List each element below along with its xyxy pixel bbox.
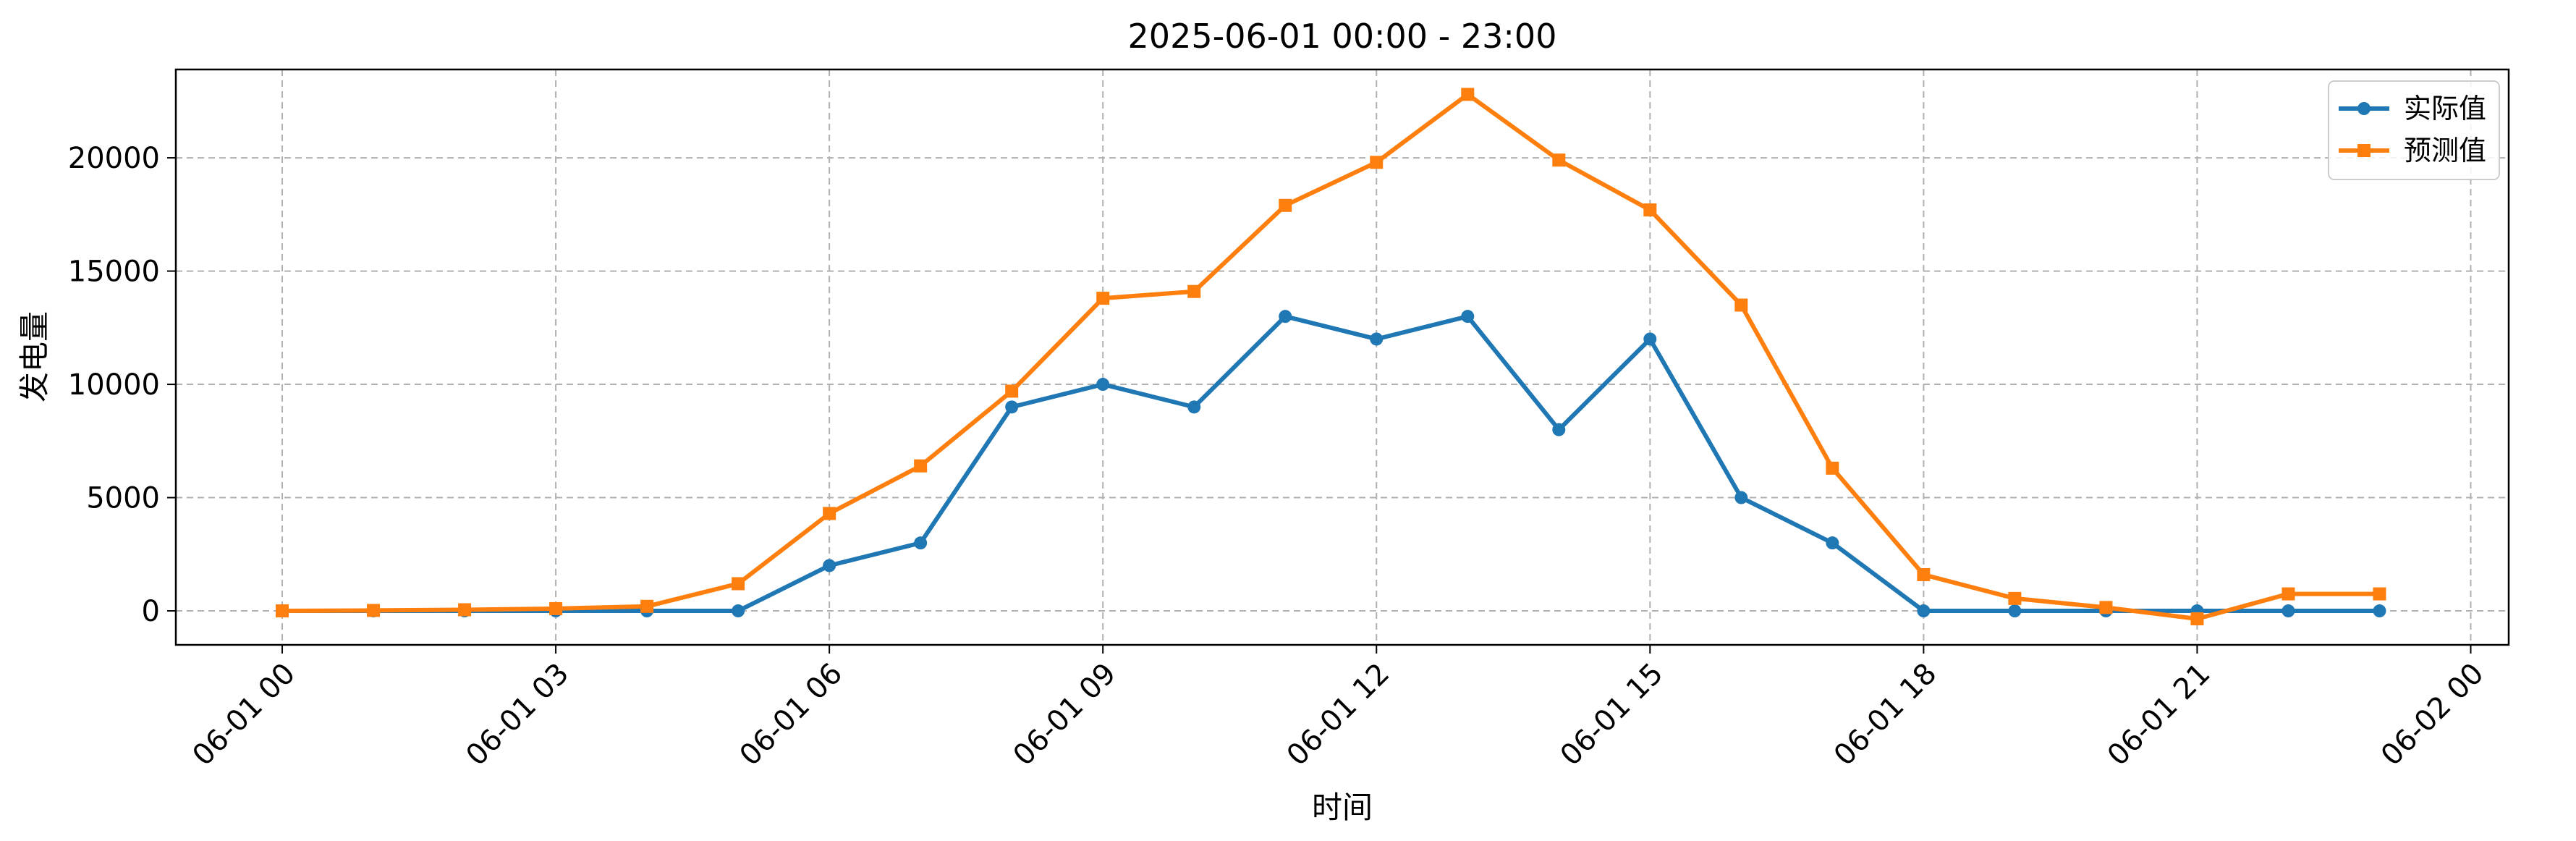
series-0-point — [1826, 536, 1839, 550]
legend-label-0: 实际值 — [2404, 93, 2486, 124]
series-1-point — [549, 601, 563, 615]
series-1-point — [1096, 292, 1110, 305]
series-1-point — [2373, 587, 2386, 601]
series-1-point — [823, 507, 836, 520]
series-0-point — [732, 604, 745, 618]
series-0-point — [1187, 400, 1201, 414]
series-1-point — [2099, 601, 2113, 614]
series-0-point — [1005, 400, 1019, 414]
series-1-point — [1643, 203, 1657, 217]
series-line-1 — [282, 92, 2380, 622]
legend-box — [2328, 80, 2500, 180]
y-tick-label: 15000 — [68, 255, 160, 289]
series-1-point — [640, 599, 654, 613]
x-tick-label: 06-01 18 — [1828, 657, 1944, 773]
y-tick-label: 20000 — [68, 142, 160, 175]
series-1-point — [914, 459, 928, 473]
series-1-point — [1917, 567, 1931, 581]
x-tick-label: 06-01 12 — [1281, 657, 1397, 773]
series-1-point — [1734, 298, 1748, 312]
series-0-point — [2281, 604, 2295, 618]
x-tick-label: 06-01 03 — [459, 657, 575, 773]
series-1-point — [1461, 88, 1475, 101]
x-tick-label: 06-01 06 — [734, 657, 850, 773]
series-1-point — [732, 577, 745, 591]
y-tick-label: 10000 — [68, 368, 160, 402]
series-1-point — [1826, 461, 1839, 475]
chart-title: 2025-06-01 00:00 - 23:00 — [1128, 17, 1557, 56]
x-tick-label: 06-01 00 — [186, 657, 302, 773]
series-0-point — [1734, 491, 1748, 504]
y-axis-label: 发电量 — [17, 311, 52, 402]
series-0-point — [2373, 604, 2386, 618]
plot-frame — [174, 68, 2510, 646]
series-0-point — [1643, 332, 1657, 346]
legend-marker-1 — [2357, 144, 2370, 157]
series-layer — [276, 88, 2386, 626]
series-1-point — [276, 604, 289, 618]
grid-lines — [176, 69, 2509, 645]
series-0-point — [1917, 604, 1931, 618]
series-1-point — [2281, 587, 2295, 601]
series-0-point — [1279, 310, 1292, 324]
series-0-point — [1096, 378, 1110, 392]
series-0-point — [1370, 332, 1384, 346]
x-tick-label: 06-01 09 — [1007, 657, 1123, 773]
series-0-point — [2008, 604, 2022, 618]
series-line-0 — [282, 314, 2380, 614]
series-0-point — [823, 559, 836, 572]
series-1-point — [367, 604, 381, 617]
x-tick-label: 06-01 15 — [1554, 657, 1670, 773]
x-tick-label: 06-01 21 — [2101, 657, 2217, 773]
x-tick-label: 06-02 00 — [2375, 657, 2491, 773]
y-tick-label: 5000 — [86, 482, 160, 515]
series-1-point — [1005, 384, 1019, 398]
series-0-point — [1552, 423, 1566, 436]
axes: 06-01 00 06-01 03 06-01 06 06-01 09 06-01 12… — [68, 142, 2491, 772]
legend-label-1: 预测值 — [2404, 135, 2486, 166]
series-1-point — [2008, 591, 2022, 605]
series-1-point — [458, 603, 472, 617]
series-1-point — [1552, 153, 1566, 167]
series-1-point — [1279, 198, 1292, 212]
x-axis-label: 时间 — [1312, 790, 1373, 825]
series-1-point — [2190, 612, 2204, 626]
legend-marker-0 — [2357, 102, 2370, 115]
series-0-point — [1461, 310, 1475, 324]
series-1-point — [1370, 156, 1384, 169]
series-0-point — [914, 536, 928, 550]
series-1-point — [1187, 284, 1201, 298]
y-tick-label: 0 — [142, 595, 160, 628]
